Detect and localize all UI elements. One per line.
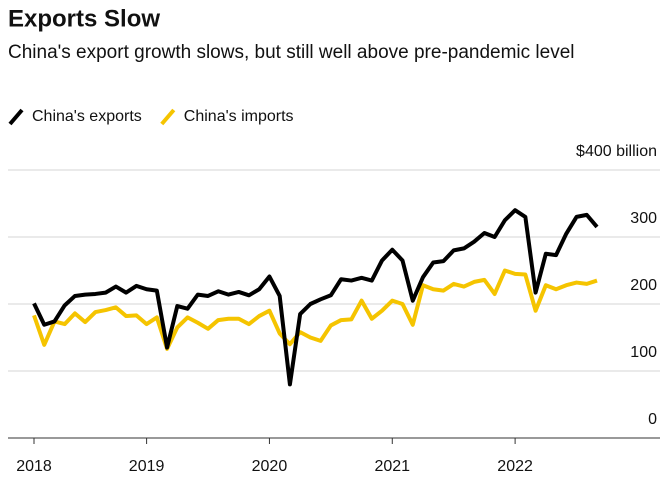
legend-label: China's exports: [32, 108, 142, 125]
x-tick-label: 2020: [252, 458, 288, 475]
x-tick-label: 2021: [374, 458, 410, 475]
x-tick-label: 2022: [497, 458, 533, 475]
y-tick-label: $400 billion: [576, 143, 657, 160]
y-tick-label: 0: [648, 411, 657, 428]
chart-subtitle: China's export growth slows, but still w…: [8, 42, 575, 63]
series-line: [32, 208, 599, 387]
y-tick-label: 200: [630, 277, 657, 294]
legend-label: China's imports: [184, 108, 294, 125]
subtitle-box: China's export growth slows, but still w…: [8, 42, 575, 63]
legend-swatch: [160, 108, 176, 126]
y-tick-label: 300: [630, 210, 657, 227]
series-line: [32, 268, 598, 351]
y-tick-label: 100: [630, 344, 657, 361]
legend-swatch: [8, 108, 24, 126]
chart-title: Exports Slow: [8, 5, 160, 32]
x-tick-label: 2019: [129, 458, 165, 475]
x-tick-label: 2018: [16, 458, 52, 475]
